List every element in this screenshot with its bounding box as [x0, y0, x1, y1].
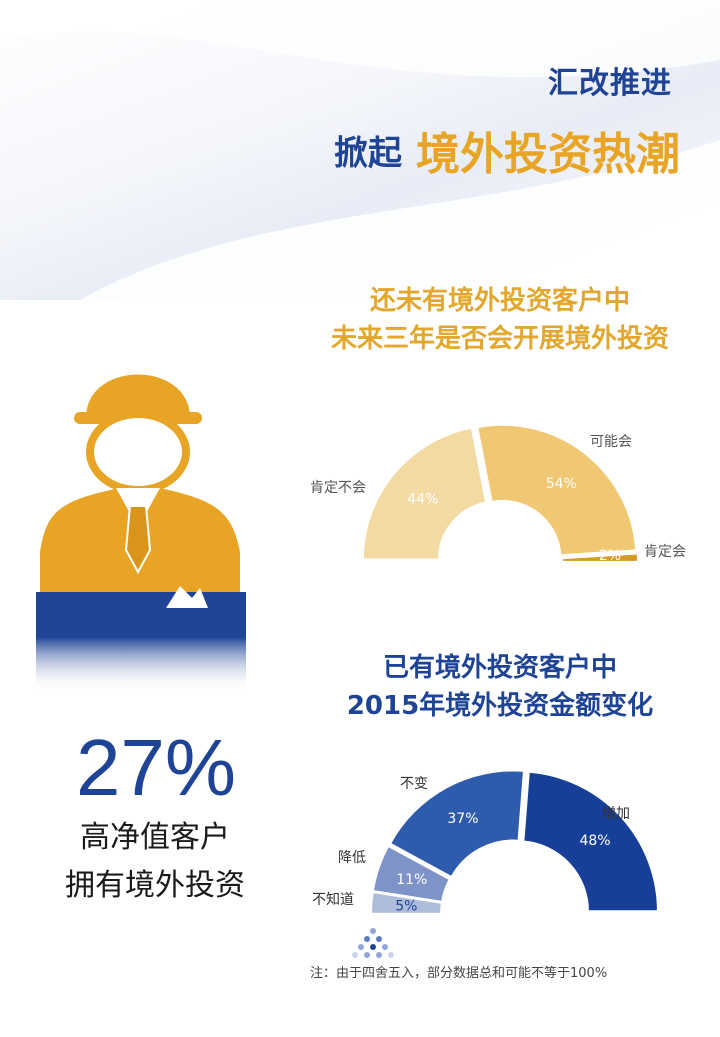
header-kicker: 汇改推进 — [548, 66, 672, 101]
investor-figure-illustration — [36, 374, 246, 692]
chart1-category-label-1: 可能会 — [590, 434, 632, 450]
chart1-slice-0 — [361, 426, 488, 561]
dot-pyramid-logo — [352, 928, 394, 958]
headline-lead: 掀起 — [334, 133, 402, 174]
chart2-value-label-0: 5% — [395, 899, 417, 915]
chart2-category-label-3: 增加 — [602, 806, 630, 822]
chart1-value-label-2: 2% — [599, 548, 621, 564]
footnote: 注：由于四舍五入，部分数据总和可能不等于100% — [310, 966, 608, 981]
chart2-value-label-2: 37% — [447, 811, 478, 827]
chart2-title: 已有境外投资客户中 2015年境外投资金额变化 — [290, 650, 710, 725]
chart1-value-label-1: 54% — [546, 476, 577, 492]
chart2-slice-2 — [388, 769, 526, 879]
chart1-category-label-0: 肯定不会 — [310, 480, 366, 496]
chart2-slice-3 — [522, 770, 659, 913]
chart1-slice-1 — [476, 423, 638, 557]
chart1-title: 还未有境外投资客户中 未来三年是否会开展境外投资 — [290, 283, 710, 358]
chart2-slice-1 — [371, 844, 452, 904]
chart1-value-label-0: 44% — [407, 491, 438, 507]
chart2-category-label-0: 不知道 — [312, 891, 354, 908]
chart2-value-label-1: 11% — [396, 872, 427, 888]
stat-line1: 高净值客户 — [80, 820, 230, 855]
headline: 掀起 境外投资热潮 — [334, 118, 680, 182]
chart1-title-line2: 未来三年是否会开展境外投资 — [330, 323, 669, 354]
chart1-slice-2 — [560, 552, 639, 563]
chart2-category-label-1: 降低 — [338, 850, 366, 866]
chart2-title-line1: 已有境外投资客户中 — [382, 653, 617, 683]
chart1-category-label-2: 肯定会 — [644, 544, 686, 560]
stat-percent: 27% — [75, 723, 237, 812]
chart2-value-label-3: 48% — [579, 833, 610, 849]
headline-highlight: 境外投资热潮 — [416, 129, 680, 180]
chart2-title-line2: 2015年境外投资金额变化 — [346, 690, 654, 721]
chart1-title-line1: 还未有境外投资客户中 — [369, 286, 630, 316]
hat-icon — [86, 374, 190, 418]
header-swoosh-decoration — [0, 0, 720, 300]
stat-line2: 拥有境外投资 — [65, 868, 245, 903]
pocket-square-icon — [166, 586, 208, 608]
chart2-category-label-2: 不变 — [400, 776, 428, 792]
